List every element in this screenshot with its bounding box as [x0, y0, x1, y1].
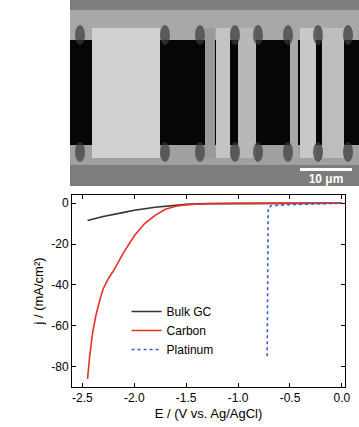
svg-text:Carbon: Carbon [167, 324, 206, 338]
svg-text:0: 0 [62, 196, 69, 210]
svg-text:-80: -80 [51, 360, 69, 374]
svg-text:-60: -60 [51, 319, 69, 333]
svg-text:Platinum: Platinum [167, 343, 214, 357]
svg-text:Bulk GC: Bulk GC [167, 305, 212, 319]
svg-text:-1.5: -1.5 [176, 391, 197, 405]
svg-text:E / (V vs. Ag/AgCl): E / (V vs. Ag/AgCl) [155, 406, 263, 421]
svg-text:-40: -40 [51, 278, 69, 292]
svg-text:-1.0: -1.0 [228, 391, 249, 405]
svg-text:-2.0: -2.0 [124, 391, 145, 405]
svg-text:-0.5: -0.5 [280, 391, 301, 405]
svg-text:10 μm: 10 μm [309, 172, 344, 186]
svg-text:-2.5: -2.5 [72, 391, 93, 405]
svg-text:0.0: 0.0 [334, 391, 351, 405]
svg-text:j / (mA/cm²): j / (mA/cm²) [31, 257, 46, 325]
svg-text:-20: -20 [51, 237, 69, 251]
